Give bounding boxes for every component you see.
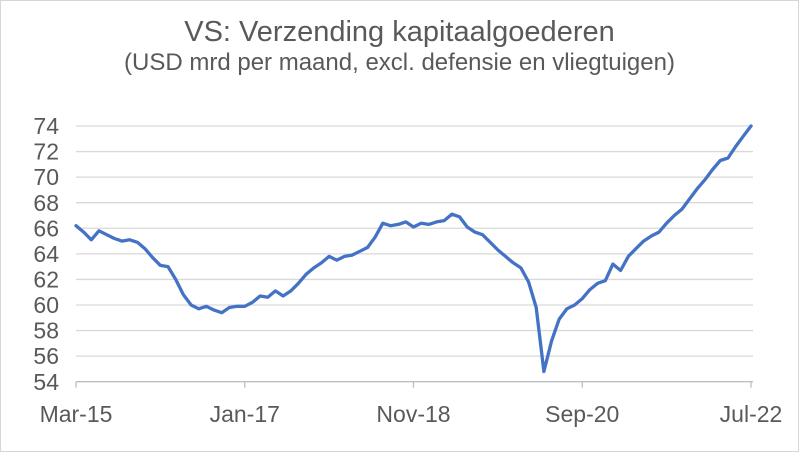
y-axis-label: 72 bbox=[33, 139, 59, 165]
x-axis-label: Sep-20 bbox=[545, 401, 619, 427]
y-axis-label: 62 bbox=[33, 266, 59, 292]
chart-title: VS: Verzending kapitaalgoederen bbox=[184, 16, 615, 48]
x-axis-label: Jan-17 bbox=[210, 401, 280, 427]
y-axis-label: 60 bbox=[33, 292, 59, 318]
y-axis-label: 74 bbox=[33, 113, 59, 139]
x-axis-label: Jul-22 bbox=[720, 401, 783, 427]
chart-subtitle: (USD mrd per maand, excl. defensie en vl… bbox=[124, 49, 675, 76]
y-axis-label: 56 bbox=[33, 343, 59, 369]
y-axis-label: 68 bbox=[33, 190, 59, 216]
y-axis-label: 66 bbox=[33, 215, 59, 241]
x-axis-label: Nov-18 bbox=[376, 401, 450, 427]
y-axis-label: 70 bbox=[33, 164, 59, 190]
y-axis-label: 58 bbox=[33, 318, 59, 344]
x-axis-label: Mar-15 bbox=[40, 401, 113, 427]
y-axis-label: 54 bbox=[33, 369, 59, 395]
series-line bbox=[74, 124, 753, 374]
y-axis-label: 64 bbox=[33, 241, 59, 267]
